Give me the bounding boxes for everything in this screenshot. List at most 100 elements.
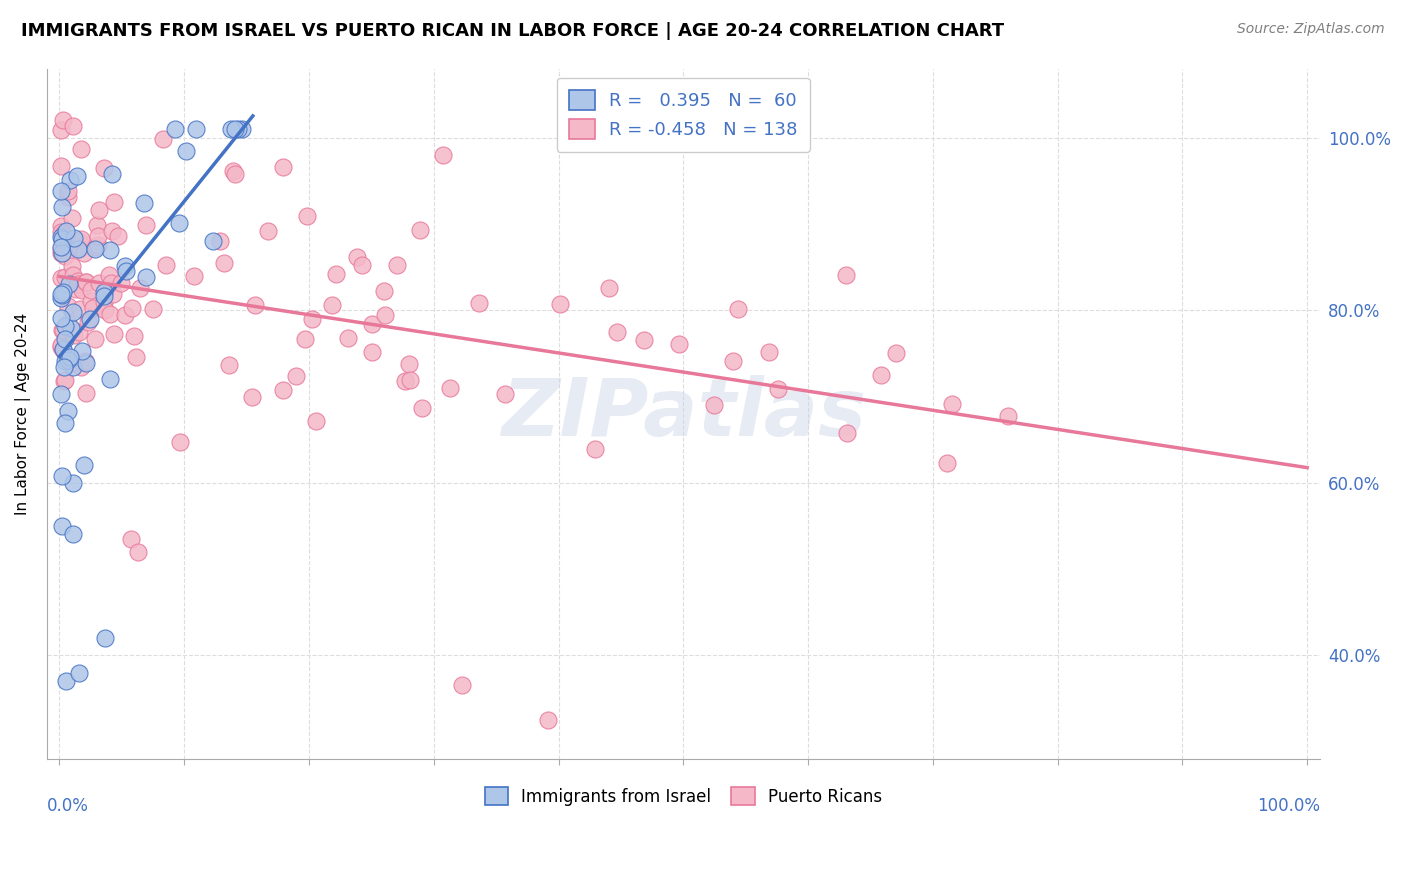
Point <box>87 229 110 244</box>
Point <box>75 386 97 401</box>
Point <box>93 295 115 310</box>
Point <box>668 337 690 351</box>
Point <box>936 456 959 470</box>
Point <box>75 275 97 289</box>
Point <box>184 122 207 136</box>
Point <box>51 387 73 401</box>
Point <box>93 631 115 645</box>
Point <box>243 298 266 312</box>
Point <box>121 301 143 315</box>
Point <box>62 359 84 374</box>
Point <box>60 259 83 273</box>
Point <box>69 360 91 375</box>
Point <box>129 281 152 295</box>
Point <box>703 398 725 412</box>
Point <box>49 246 72 260</box>
Point <box>360 345 382 359</box>
Point <box>114 259 136 273</box>
Point <box>101 168 124 182</box>
Point <box>222 163 245 178</box>
Point <box>321 298 343 312</box>
Point <box>79 312 101 326</box>
Point <box>374 308 396 322</box>
Point <box>100 276 122 290</box>
Point <box>52 240 75 254</box>
Point <box>84 242 107 256</box>
Point <box>409 223 432 237</box>
Point <box>398 357 420 371</box>
Point <box>271 161 294 175</box>
Point <box>87 238 110 252</box>
Point <box>183 269 205 284</box>
Point <box>73 246 96 260</box>
Point <box>271 383 294 397</box>
Point <box>55 674 77 689</box>
Point <box>53 319 76 334</box>
Point <box>80 283 103 297</box>
Point <box>49 340 72 354</box>
Point <box>583 442 606 456</box>
Point <box>337 331 360 345</box>
Point <box>398 373 420 387</box>
Point <box>467 296 489 310</box>
Point <box>536 713 558 727</box>
Point <box>835 425 858 440</box>
Point <box>51 242 73 256</box>
Point <box>201 235 224 249</box>
Point <box>59 172 82 186</box>
Point <box>86 218 108 232</box>
Legend: Immigrants from Israel, Puerto Ricans: Immigrants from Israel, Puerto Ricans <box>478 780 889 813</box>
Point <box>115 264 138 278</box>
Point <box>69 241 91 255</box>
Point <box>432 148 454 162</box>
Point <box>360 317 382 331</box>
Point <box>49 184 72 198</box>
Point <box>56 404 79 418</box>
Point <box>758 345 780 359</box>
Point <box>49 159 72 173</box>
Point <box>49 291 72 305</box>
Point <box>75 356 97 370</box>
Point <box>297 209 319 223</box>
Point <box>75 276 97 290</box>
Point <box>93 161 115 175</box>
Point <box>62 305 84 319</box>
Point <box>67 277 90 291</box>
Point <box>73 353 96 368</box>
Point <box>51 518 73 533</box>
Point <box>209 234 232 248</box>
Text: ZIPatlas: ZIPatlas <box>501 375 866 452</box>
Point <box>176 145 198 159</box>
Point <box>997 409 1019 423</box>
Point <box>284 369 307 384</box>
Point <box>305 414 328 428</box>
Point <box>67 234 90 248</box>
Point <box>93 289 115 303</box>
Point <box>72 344 94 359</box>
Point <box>53 354 76 368</box>
Point <box>51 323 73 337</box>
Point <box>80 294 103 309</box>
Point <box>768 382 790 396</box>
Point <box>439 381 461 395</box>
Point <box>51 245 73 260</box>
Point <box>120 532 142 546</box>
Point <box>325 267 347 281</box>
Point <box>385 258 408 272</box>
Point <box>548 297 571 311</box>
Text: IMMIGRANTS FROM ISRAEL VS PUERTO RICAN IN LABOR FORCE | AGE 20-24 CORRELATION CH: IMMIGRANTS FROM ISRAEL VS PUERTO RICAN I… <box>21 22 1004 40</box>
Text: 100.0%: 100.0% <box>1257 797 1320 814</box>
Point <box>52 342 75 356</box>
Point <box>93 285 115 299</box>
Point <box>56 353 79 368</box>
Point <box>66 274 89 288</box>
Point <box>49 229 72 244</box>
Point <box>721 354 744 368</box>
Point <box>52 359 75 374</box>
Point <box>107 228 129 243</box>
Point <box>59 321 82 335</box>
Point <box>346 250 368 264</box>
Point <box>53 269 76 284</box>
Point <box>51 287 73 301</box>
Point <box>212 256 235 270</box>
